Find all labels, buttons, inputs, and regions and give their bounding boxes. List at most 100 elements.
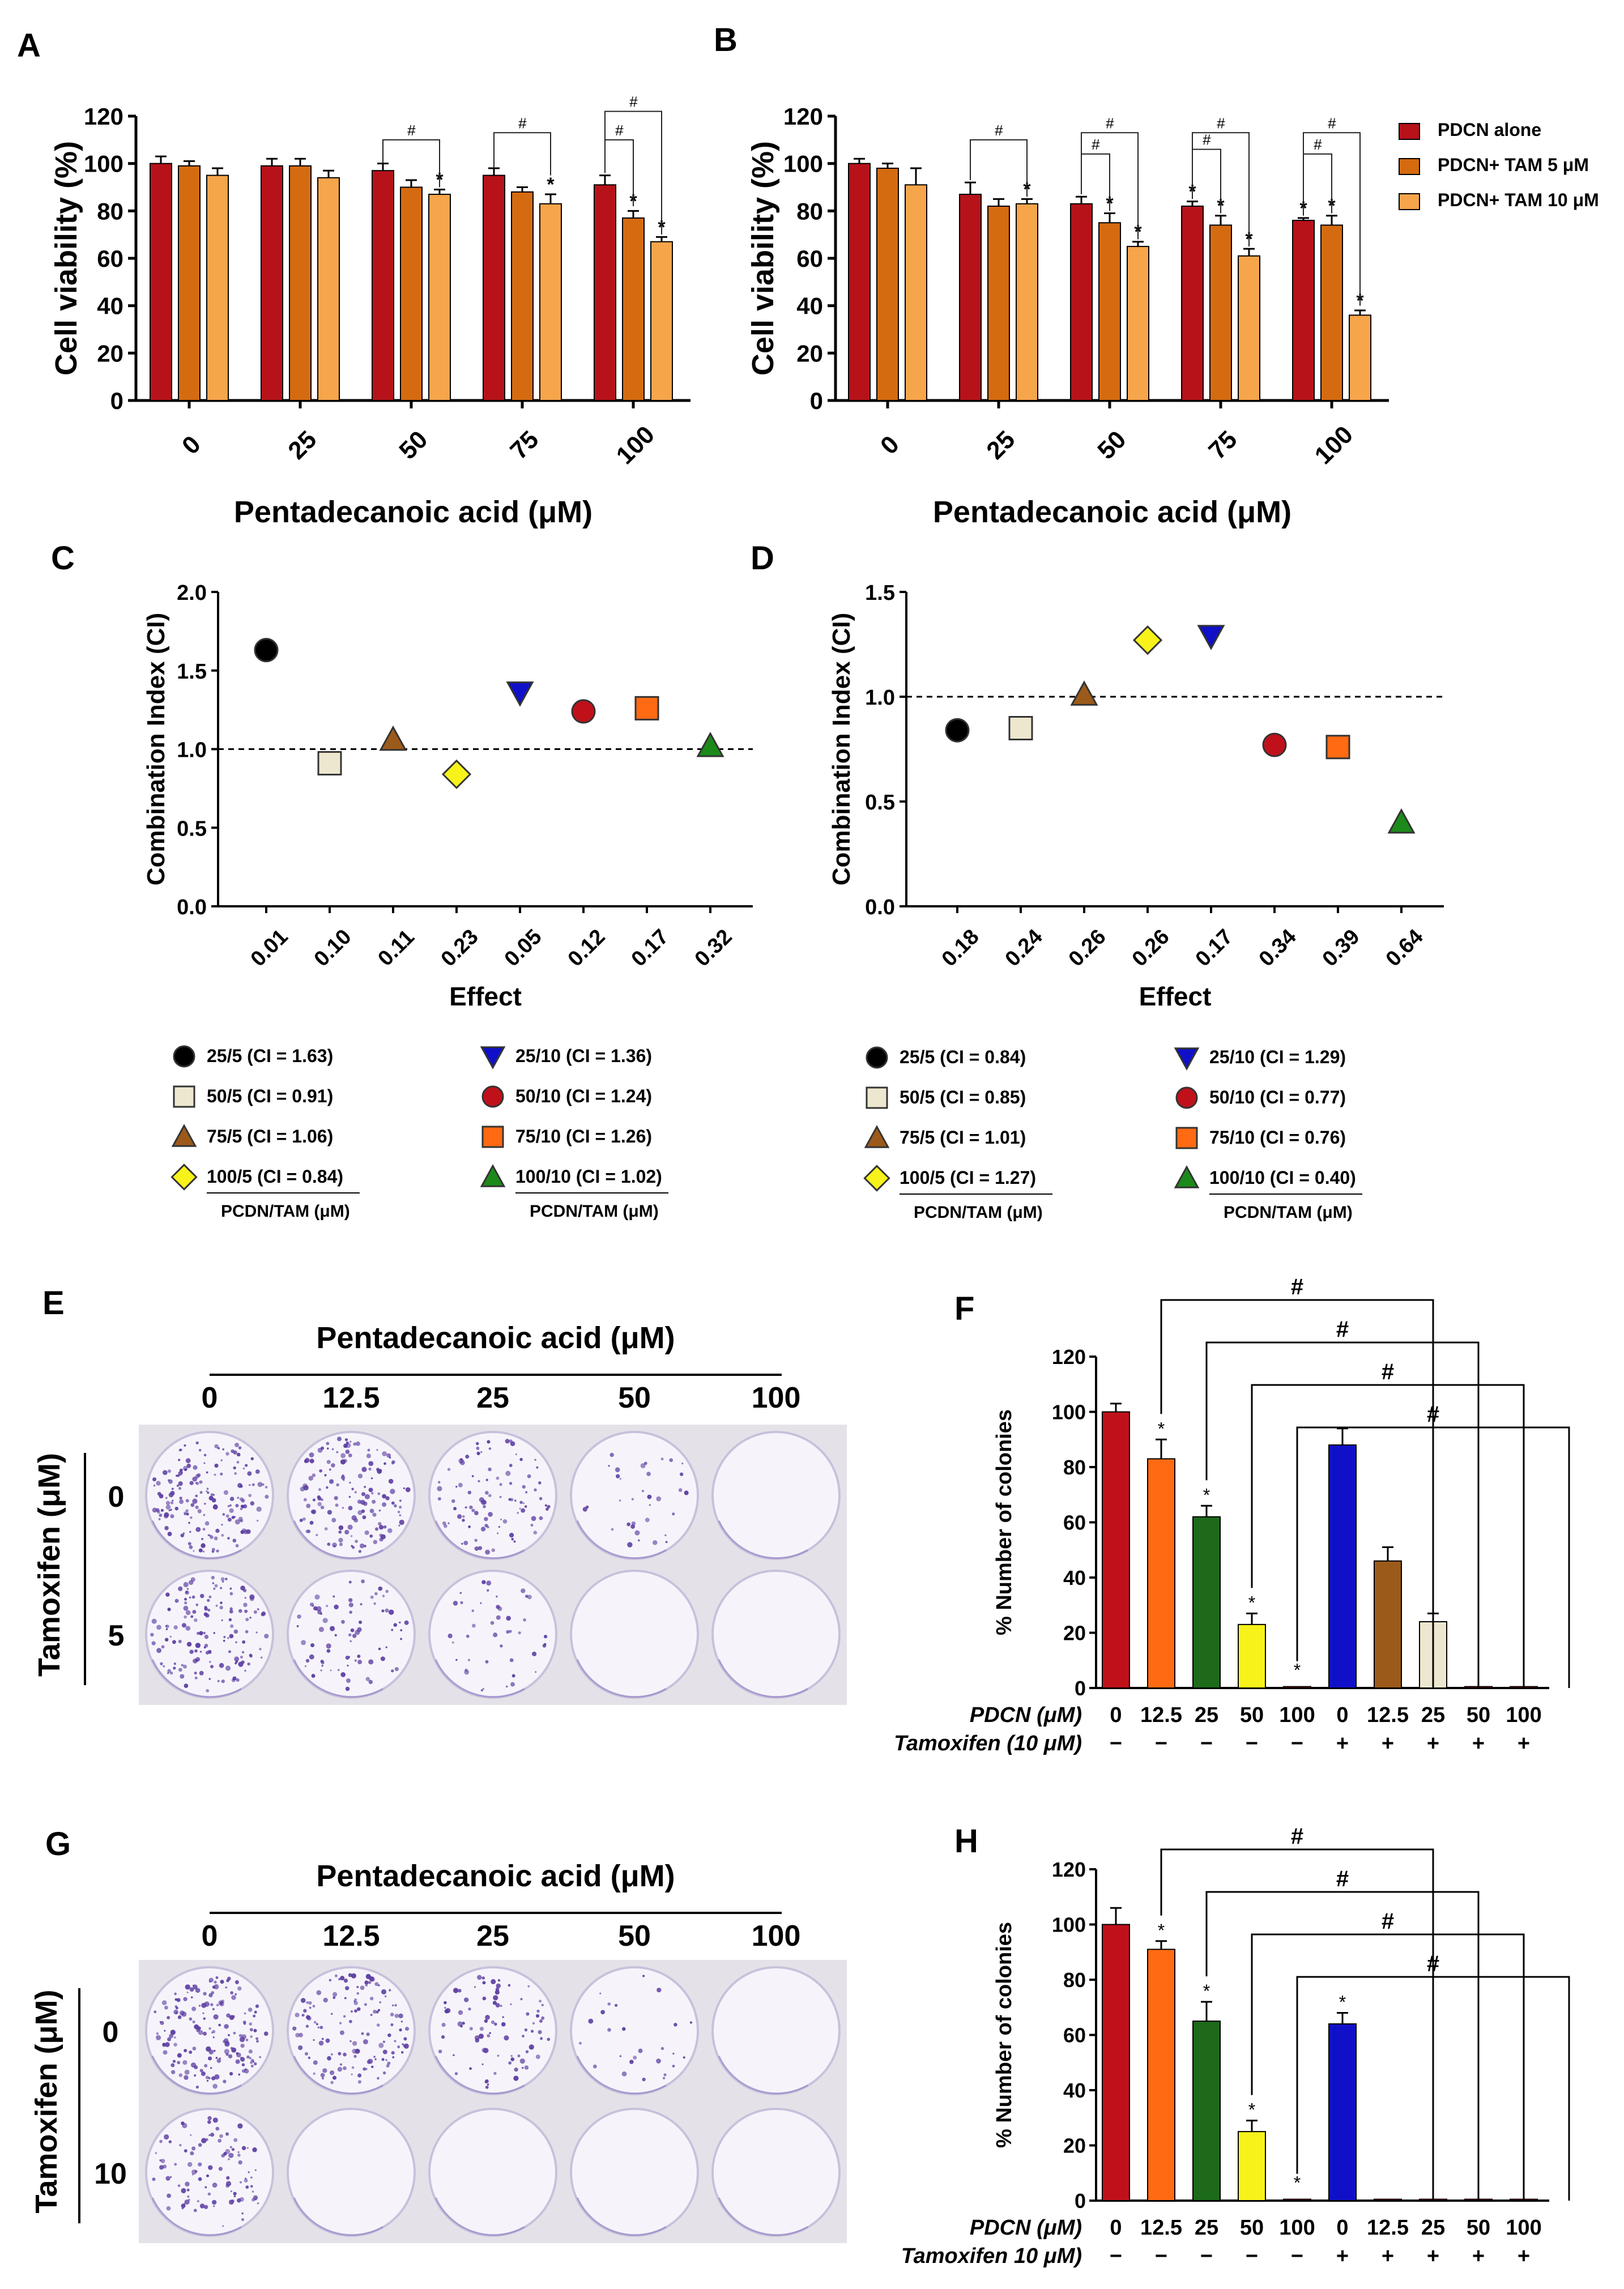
colony (151, 1641, 156, 1646)
colony (220, 1459, 223, 1461)
colony (327, 1542, 331, 1546)
colony (182, 2060, 187, 2065)
colony (391, 2051, 395, 2055)
colony (253, 2062, 257, 2066)
colony (382, 1451, 387, 1456)
colony (378, 1586, 383, 1591)
colony (357, 1473, 363, 1479)
colony (496, 1615, 501, 1620)
colony (167, 1672, 169, 1674)
colony (482, 1688, 485, 1690)
colony (541, 2004, 544, 2006)
colony (326, 1605, 329, 1608)
colony (527, 1985, 530, 1988)
colony (159, 2139, 163, 2143)
colony (181, 2121, 185, 2125)
legend-label: 50/5 (CI = 0.85) (900, 1087, 1026, 1107)
colony (510, 2054, 513, 2057)
colony (165, 1504, 171, 1510)
colony (330, 2081, 334, 2085)
bar (539, 203, 562, 401)
colony (657, 1988, 662, 1993)
colony (237, 2153, 241, 2157)
colony (234, 1472, 237, 1475)
colony (178, 1487, 182, 1490)
significance-hash: # (995, 122, 1003, 139)
colony (306, 2001, 309, 2004)
colony (181, 1623, 186, 1628)
colony (159, 2159, 162, 2162)
colony (190, 2151, 194, 2156)
colony (205, 2075, 209, 2079)
colony (184, 2202, 186, 2205)
colony (186, 1463, 191, 1468)
legend-label: 100/5 (CI = 0.84) (207, 1166, 343, 1187)
colony (350, 2010, 353, 2013)
marker-triangle (864, 1125, 890, 1148)
colony (600, 2010, 605, 2015)
significance-star: * (1294, 2173, 1301, 2193)
colony (234, 1656, 240, 1662)
colony (348, 1598, 353, 1602)
bar (483, 174, 505, 401)
colony (208, 2134, 211, 2137)
colony (304, 2052, 309, 2056)
colony (485, 1478, 488, 1481)
colony (333, 1545, 336, 1548)
colony (190, 1516, 193, 1519)
colony (174, 2163, 177, 2166)
colony (354, 1659, 357, 1662)
colony (210, 1665, 214, 1669)
colony (466, 1634, 470, 1638)
significance-bracket (1296, 1976, 1570, 2201)
colony (228, 2034, 231, 2036)
colony (164, 2134, 169, 2140)
colony (212, 1582, 215, 1584)
colony (211, 2031, 214, 2034)
pdcn-dose-label: 0 (1110, 2216, 1122, 2240)
colony (176, 1998, 181, 2002)
colony (454, 2072, 458, 2075)
tamoxifen-sign: + (1518, 1732, 1530, 1755)
legend-label: PDCN+ TAM 5 μM (1438, 155, 1589, 175)
colony (369, 1508, 374, 1514)
colony (656, 1496, 662, 1502)
colony (244, 2012, 246, 2015)
colony (357, 1627, 362, 1632)
bar (1283, 2198, 1311, 2201)
colony (364, 1530, 369, 1535)
colony (181, 2207, 184, 2210)
colony (159, 2165, 164, 2170)
colony (210, 2133, 215, 2137)
colony (223, 1639, 225, 1642)
colony (453, 1988, 459, 1993)
colony (492, 2001, 497, 2005)
colony (173, 2009, 178, 2015)
colony (321, 1664, 323, 1667)
colony (502, 2016, 504, 2018)
panel-e-colony-images: Pentadecanoic acid (μM) 0 12.5 25 50 100 0 5 Tam… (32, 1321, 847, 1705)
colony (382, 2049, 387, 2054)
colony (330, 1669, 332, 1672)
colony (340, 1453, 346, 1459)
legend-label: 50/10 (CI = 1.24) (515, 1086, 652, 1106)
colony (321, 2037, 324, 2040)
colony (523, 1618, 526, 1622)
y-tick-label: 20 (796, 340, 823, 366)
colony (521, 2066, 524, 2069)
colony (403, 1487, 406, 1490)
colony (248, 2171, 250, 2173)
colony (368, 1981, 372, 1984)
colony (336, 1437, 342, 1442)
colony (208, 1649, 212, 1654)
colony (579, 2041, 582, 2045)
colony (478, 1480, 480, 1482)
colony (455, 1485, 458, 1488)
colony (486, 1580, 492, 1586)
colony (256, 1506, 262, 1512)
colony (163, 1665, 165, 1668)
dish-rim-stain (293, 2056, 383, 2095)
colony (229, 1609, 233, 1614)
colony (330, 2053, 333, 2056)
colony (172, 1499, 174, 1502)
